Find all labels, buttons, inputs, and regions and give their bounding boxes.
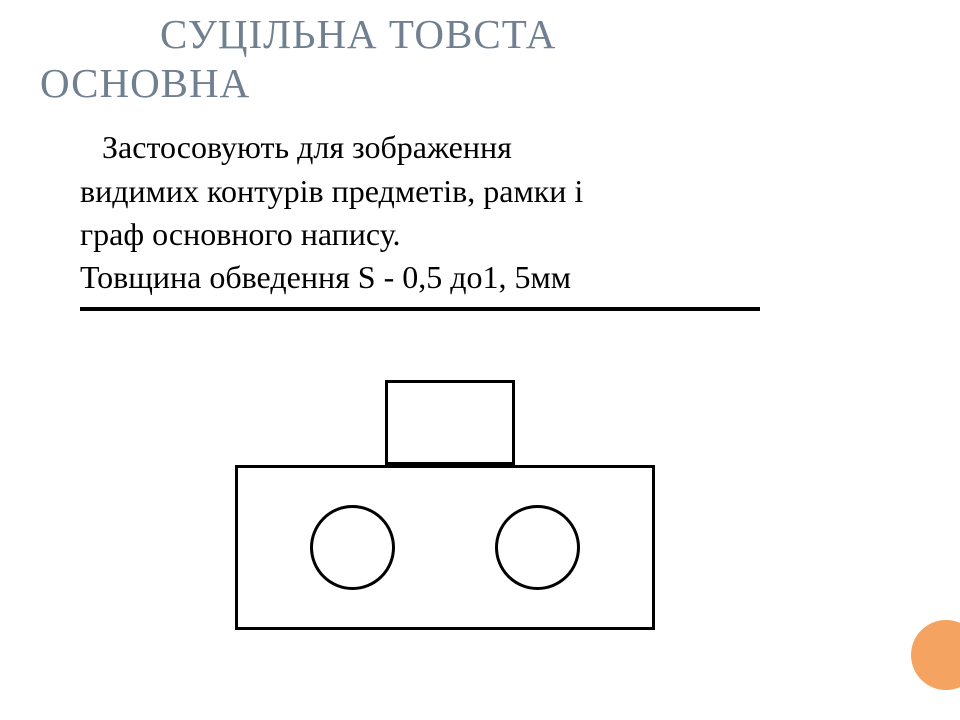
drawing-circle-left xyxy=(310,505,395,590)
title-line-2: ОСНОВНА xyxy=(40,59,920,108)
drawing-base-rect xyxy=(235,465,655,630)
slide-title: СУЦІЛЬНА ТОВСТА ОСНОВНА xyxy=(0,0,960,108)
body-line-2: видимих контурів предметів, рамки і xyxy=(80,173,583,209)
drawing-top-rect xyxy=(385,380,515,465)
body-text: Застосовують для зображення видимих конт… xyxy=(0,108,960,299)
technical-drawing xyxy=(235,380,655,640)
body-line-3: граф основного напису. xyxy=(80,216,400,252)
drawing-circle-right xyxy=(495,505,580,590)
body-line-4: Товщина обведення S - 0,5 до1, 5мм xyxy=(80,259,571,295)
underline-rule xyxy=(80,307,760,311)
title-line-1: СУЦІЛЬНА ТОВСТА xyxy=(40,10,920,59)
decorative-circle-icon xyxy=(911,620,960,690)
body-line-1: Застосовують для зображення xyxy=(80,126,890,169)
